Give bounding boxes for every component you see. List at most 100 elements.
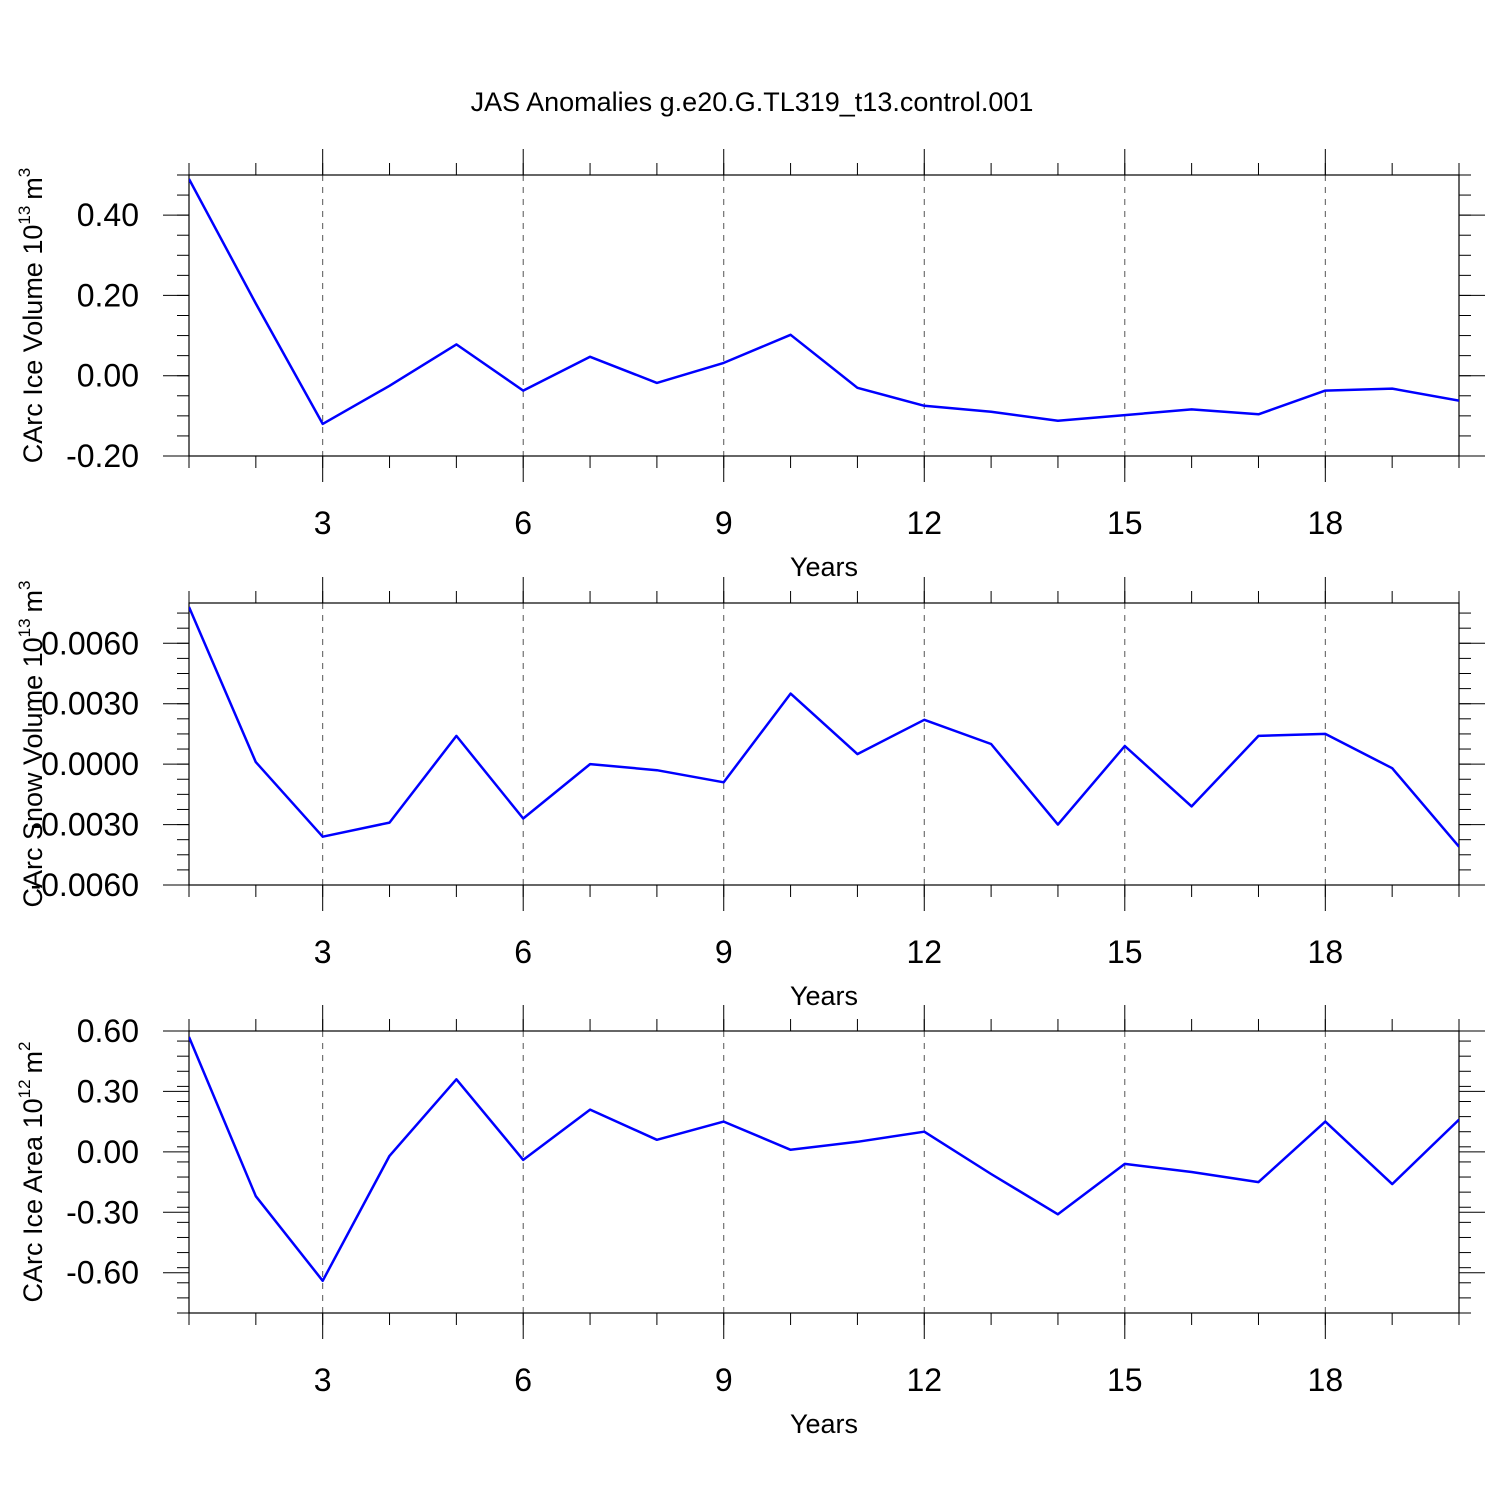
ice-area-data-point: [321, 1279, 325, 1283]
snow-volume-data-point: [454, 734, 458, 738]
ice-area-data-point: [588, 1108, 592, 1112]
ice-volume-data-point: [789, 333, 793, 337]
snow-volume-data-point: [922, 718, 926, 722]
snow-volume-y-axis-title: CArc Snow Volume 1013 m3: [15, 580, 48, 907]
snow-volume-x-tick-label: 18: [1308, 934, 1344, 970]
ice-volume-x-axis-title: Years: [790, 552, 858, 582]
ice-area-x-tick-label: 15: [1107, 1362, 1143, 1398]
ice-volume-x-tick-label: 15: [1107, 505, 1143, 541]
snow-volume-data-point: [789, 692, 793, 696]
ice-area-data-point: [722, 1120, 726, 1124]
ice-volume-data-point: [1123, 413, 1127, 417]
snow-volume-plot-frame: [188, 602, 1460, 886]
snow-volume-y-axis-title-unit-exponent: 3: [15, 580, 34, 589]
ice-area-y-axis-title-text: CArc Ice Area 10: [18, 1098, 48, 1302]
ice-volume-data-point: [1390, 387, 1394, 391]
ice-volume-data-point: [521, 389, 525, 393]
ice-volume-x-tick-label: 3: [314, 505, 332, 541]
ice-area-x-tick-label: 9: [715, 1362, 733, 1398]
ice-volume-y-axis-title-unit: m: [18, 177, 48, 200]
ice-volume-x-tick-label: 9: [715, 505, 733, 541]
ice-volume-panel: -0.20 0.00 0.20 0.40 3 6 9 12 15 18 Years CArc Ice …: [15, 149, 1485, 582]
snow-volume-data-point: [321, 835, 325, 839]
ice-area-data-point: [1323, 1120, 1327, 1124]
ice-area-y-tick-label: 0.30: [77, 1073, 139, 1109]
snow-volume-y-tick-label: 0.0060: [41, 625, 139, 661]
snow-volume-data-point: [187, 605, 191, 609]
ice-area-data-point: [1390, 1182, 1394, 1186]
ice-volume-data-point: [1056, 419, 1060, 423]
ice-area-y-axis-title-unit-exponent: 2: [15, 1042, 34, 1051]
ice-area-data-point: [789, 1148, 793, 1152]
ice-volume-data-point: [1256, 412, 1260, 416]
snow-volume-data-point: [588, 762, 592, 766]
snow-volume-y-axis-title-unit: m: [18, 590, 48, 613]
snow-volume-data-point: [1056, 823, 1060, 827]
ice-area-y-axis-title-exponent: 12: [15, 1079, 34, 1098]
ice-area-series-line: [189, 1036, 1459, 1283]
ice-volume-data-point: [187, 177, 191, 181]
snow-volume-x-tick-label: 15: [1107, 934, 1143, 970]
snow-volume-data-point: [1123, 744, 1127, 748]
snow-volume-y-axis-title-text: CArc Snow Volume 10: [18, 637, 48, 907]
ice-area-data-point: [388, 1154, 392, 1158]
snow-volume-y-tick-label: 0.0000: [41, 746, 139, 782]
ice-volume-data-point: [1323, 389, 1327, 393]
ice-volume-y-axis-title-unit-exponent: 3: [15, 168, 34, 177]
ice-volume-y-tick-label: 0.00: [77, 358, 139, 394]
ice-area-x-tick-label: 3: [314, 1362, 332, 1398]
ice-area-y-tick-label: -0.30: [66, 1194, 139, 1230]
ice-area-y-tick-label: 0.00: [77, 1134, 139, 1170]
snow-volume-y-tick-label: -0.0030: [30, 807, 139, 843]
ice-area-data-point: [1457, 1118, 1461, 1122]
panels-group: -0.20 0.00 0.20 0.40 3 6 9 12 15 18 Years CArc Ice …: [15, 149, 1485, 1439]
ice-volume-y-axis-title-text: CArc Ice Volume 10: [18, 225, 48, 464]
ice-volume-data-point: [1457, 399, 1461, 403]
snow-volume-x-tick-label: 12: [906, 934, 942, 970]
ice-area-data-point: [922, 1130, 926, 1134]
ice-volume-y-tick-label: 0.40: [77, 197, 139, 233]
ice-area-y-axis-title: CArc Ice Area 1012 m2: [15, 1042, 48, 1303]
snow-volume-x-tick-label: 9: [715, 934, 733, 970]
snow-volume-data-point: [1323, 732, 1327, 736]
snow-volume-data-point: [1190, 804, 1194, 808]
ice-volume-data-point: [855, 386, 859, 390]
snow-volume-data-point: [1457, 845, 1461, 849]
ice-volume-data-point: [1190, 407, 1194, 411]
ice-area-y-tick-label: 0.60: [77, 1013, 139, 1049]
snow-volume-data-point: [855, 752, 859, 756]
ice-volume-data-point: [388, 384, 392, 388]
ice-area-data-point: [187, 1035, 191, 1039]
ice-volume-x-tick-label: 18: [1308, 505, 1344, 541]
snow-volume-data-point: [388, 821, 392, 825]
ice-area-x-axis-title: Years: [790, 1409, 858, 1439]
ice-volume-data-point: [922, 404, 926, 408]
ice-area-data-point: [254, 1194, 258, 1198]
ice-volume-y-axis-title-exponent: 13: [15, 206, 34, 225]
ice-area-y-axis-title-unit: m: [18, 1051, 48, 1074]
ice-area-data-point: [1123, 1162, 1127, 1166]
ice-volume-data-point: [254, 301, 258, 305]
ice-volume-series-line: [189, 178, 1459, 426]
ice-volume-plot-frame: [188, 174, 1460, 457]
snow-volume-data-point: [1256, 734, 1260, 738]
snow-volume-data-point: [989, 742, 993, 746]
snow-volume-data-point: [1390, 766, 1394, 770]
ice-area-data-point: [1256, 1180, 1260, 1184]
ice-area-x-tick-label: 6: [514, 1362, 532, 1398]
snow-volume-x-tick-label: 6: [514, 934, 532, 970]
snow-volume-data-point: [254, 760, 258, 764]
ice-area-panel: -0.60 -0.30 0.00 0.30 0.60 3 6 9 12 15 18 Years CArc…: [15, 1005, 1485, 1439]
ice-area-data-point: [1056, 1212, 1060, 1216]
ice-area-plot-frame: [188, 1030, 1460, 1314]
ice-area-x-tick-label: 18: [1308, 1362, 1344, 1398]
snow-volume-series-line: [189, 606, 1459, 848]
ice-volume-x-tick-label: 6: [514, 505, 532, 541]
snow-volume-data-point: [722, 780, 726, 784]
ice-area-data-point: [1190, 1170, 1194, 1174]
ice-volume-y-axis-title: CArc Ice Volume 1013 m3: [15, 168, 48, 464]
figure-title: JAS Anomalies g.e20.G.TL319_t13.control.…: [471, 87, 1034, 117]
ice-volume-data-point: [588, 355, 592, 359]
ice-volume-data-point: [722, 361, 726, 365]
